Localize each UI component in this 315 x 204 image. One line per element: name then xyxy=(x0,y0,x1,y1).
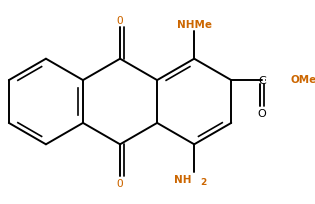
Text: NH: NH xyxy=(174,174,192,184)
Text: C: C xyxy=(258,76,266,86)
Text: OMe: OMe xyxy=(291,75,315,85)
Text: O: O xyxy=(117,179,123,188)
Text: O: O xyxy=(258,109,266,119)
Text: O: O xyxy=(117,16,123,25)
Text: NHMe: NHMe xyxy=(177,20,212,30)
Text: 2: 2 xyxy=(200,177,207,186)
